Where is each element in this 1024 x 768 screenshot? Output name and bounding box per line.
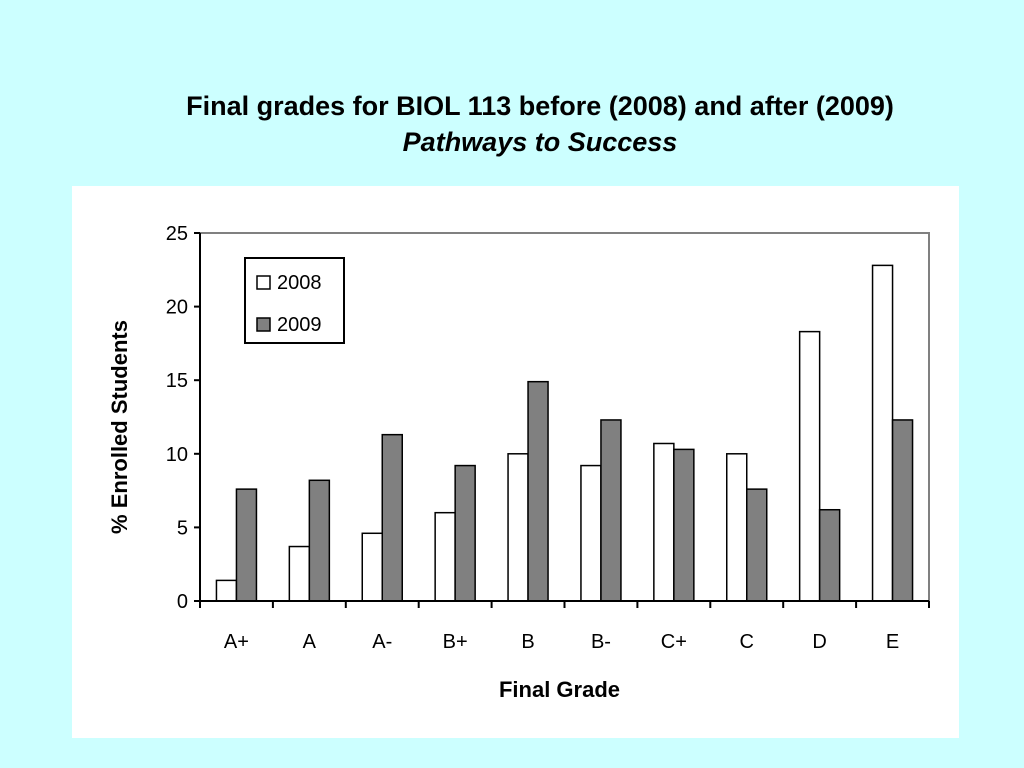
title-line-1: Final grades for BIOL 113 before (2008) … xyxy=(186,91,894,121)
bar-2008-B xyxy=(507,453,529,602)
bar-2008-E xyxy=(871,264,894,602)
x-axis-title: Final Grade xyxy=(499,677,620,702)
x-tick-label-A+: A+ xyxy=(224,631,249,653)
bar-2008-C xyxy=(726,453,748,602)
y-tick-label-5: 5 xyxy=(177,517,188,539)
bar-2009-C+ xyxy=(673,448,695,602)
title-line-2: Pathways to Success xyxy=(402,127,678,157)
bar-2009-A+ xyxy=(235,488,258,602)
y-tick-label-15: 15 xyxy=(166,370,188,392)
y-tick-label-25: 25 xyxy=(166,223,188,245)
legend-swatch-2008 xyxy=(256,275,271,290)
y-tick-label-0: 0 xyxy=(177,591,188,613)
x-tick-label-A: A xyxy=(303,631,317,653)
legend-label-2009: 2009 xyxy=(277,314,322,336)
x-tick-label-E: E xyxy=(886,631,899,653)
x-tick-label-C+: C+ xyxy=(661,631,687,653)
legend-label-2008: 2008 xyxy=(277,272,322,294)
chart-panel: 0 5 10 15 20 25 A+ A A- B+ B B- C+ C D E Final Grade % En… xyxy=(72,186,959,738)
bar-2008-B- xyxy=(580,464,602,602)
x-tick-label-D: D xyxy=(812,631,826,653)
x-tick-label-B: B xyxy=(521,631,534,653)
bar-2009-D xyxy=(818,508,841,602)
x-tick-label-A-: A- xyxy=(372,631,392,653)
bar-2008-A- xyxy=(361,532,383,602)
y-tick-label-20: 20 xyxy=(166,297,188,319)
bar-2009-A- xyxy=(381,433,403,602)
bar-2009-B- xyxy=(600,419,622,602)
bar-2008-A xyxy=(288,545,311,602)
bar-2009-A xyxy=(308,479,331,602)
bar-2008-B+ xyxy=(434,511,456,602)
x-tick-label-B+: B+ xyxy=(443,631,468,653)
bar-2009-B+ xyxy=(454,464,476,602)
y-axis-title: % Enrolled Students xyxy=(107,320,132,534)
legend-swatch-2009 xyxy=(256,317,271,332)
bar-2009-B xyxy=(527,380,549,602)
bar-2008-C+ xyxy=(653,442,675,602)
bar-chart: 0 5 10 15 20 25 A+ A A- B+ B B- C+ C D E Final Grade % En… xyxy=(107,223,930,702)
bar-2009-E xyxy=(891,419,914,602)
x-tick-label-C: C xyxy=(740,631,754,653)
bar-2008-A+ xyxy=(215,579,238,602)
slide-title: Final grades for BIOL 113 before (2008) … xyxy=(0,88,1024,160)
bar-2008-D xyxy=(798,330,821,602)
y-tick-label-10: 10 xyxy=(166,444,188,466)
x-tick-label-B-: B- xyxy=(591,631,611,653)
bar-2009-C xyxy=(746,488,768,602)
